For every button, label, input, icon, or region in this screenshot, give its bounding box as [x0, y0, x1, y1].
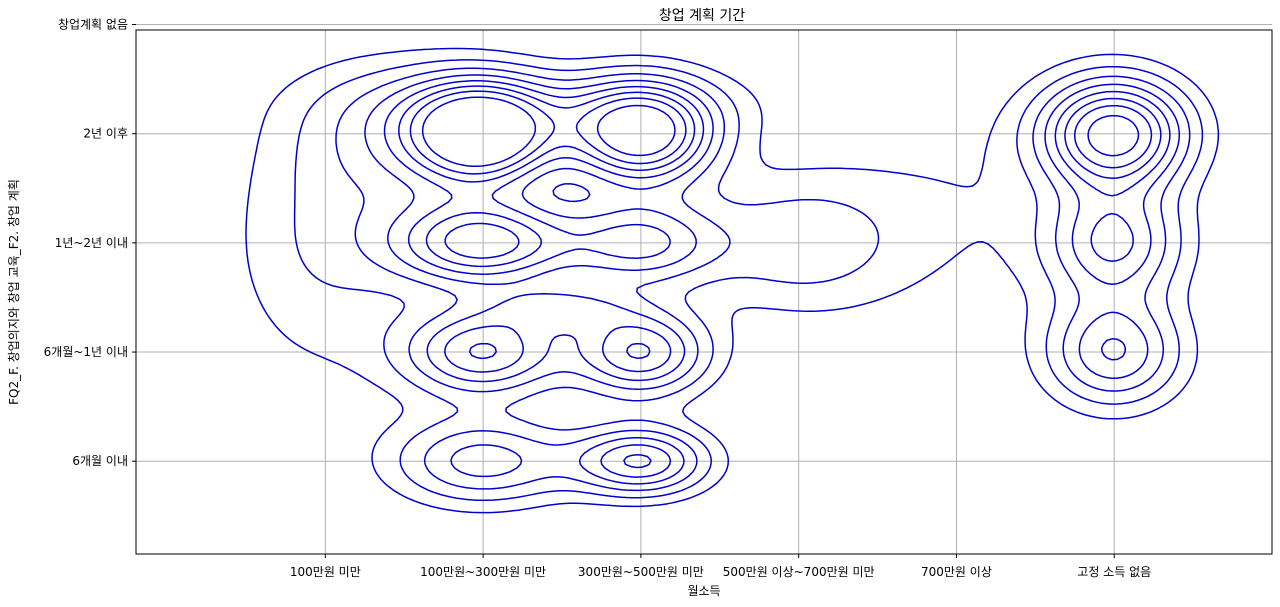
contour-line: [398, 85, 1162, 469]
grid: [136, 24, 1272, 554]
x-axis: 100만원 미만 100만원~300만원 미만 300만원~500만원 미만 500만…: [290, 554, 1151, 579]
contour-line: [364, 74, 1181, 485]
y-axis-label: FQ2_F. 창업의지와 창업 교육_F2. 창업 계획: [7, 179, 21, 405]
y-tick-label: 1년~2년 이내: [55, 236, 128, 250]
x-tick-label: 700만원 이상: [921, 565, 992, 579]
x-tick-label: 300만원~500만원 미만: [578, 565, 704, 579]
y-tick-label: 2년 이후: [83, 127, 128, 141]
x-tick-label: 500만원 이상~700만원 미만: [723, 565, 875, 579]
y-tick-label: 창업계획 없음: [58, 18, 128, 32]
x-tick-label: 고정 소득 없음: [1077, 565, 1151, 579]
contour-line: [245, 47, 1220, 514]
density-contours: [245, 47, 1220, 514]
chart-title: 창업 계획 기간: [659, 8, 745, 24]
x-tick-label: 100만원~300만원 미만: [420, 565, 546, 579]
y-tick-label: 6개월 이내: [72, 454, 128, 468]
contour-line: [293, 59, 1204, 502]
contour-line: [335, 67, 1191, 492]
contour-line: [421, 96, 1140, 168]
y-tick-label: 6개월~1년 이내: [44, 345, 128, 359]
contour-line: [383, 80, 1171, 478]
contour-line: [409, 90, 1153, 259]
x-tick-label: 100만원 미만: [290, 565, 361, 579]
plot-frame: [135, 29, 1273, 555]
y-axis: 6개월 이내 6개월~1년 이내 1년~2년 이내 2년 이후 창업계획 없음: [44, 18, 136, 468]
x-axis-label: 월소득: [687, 584, 720, 598]
